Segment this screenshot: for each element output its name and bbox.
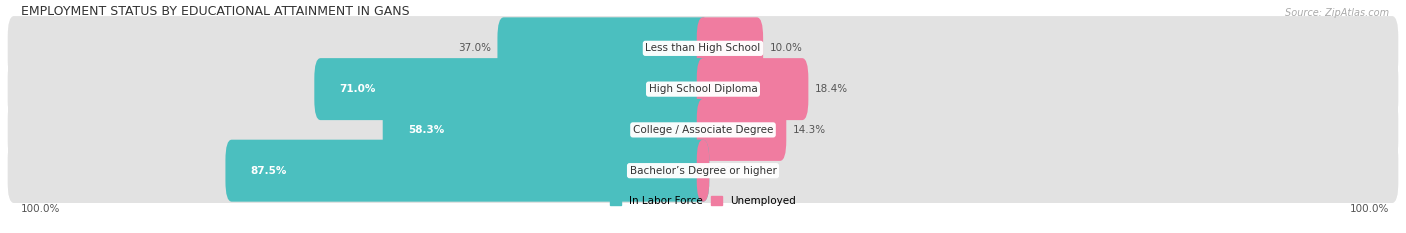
- FancyBboxPatch shape: [8, 98, 709, 162]
- Text: 100.0%: 100.0%: [21, 204, 60, 214]
- Text: 18.4%: 18.4%: [814, 84, 848, 94]
- Text: 14.3%: 14.3%: [793, 125, 825, 135]
- FancyBboxPatch shape: [498, 17, 709, 79]
- Text: 37.0%: 37.0%: [458, 43, 491, 53]
- FancyBboxPatch shape: [8, 138, 1398, 203]
- Text: College / Associate Degree: College / Associate Degree: [633, 125, 773, 135]
- FancyBboxPatch shape: [697, 58, 808, 120]
- FancyBboxPatch shape: [382, 99, 709, 161]
- Text: 0.0%: 0.0%: [716, 166, 742, 176]
- FancyBboxPatch shape: [8, 16, 709, 81]
- FancyBboxPatch shape: [697, 98, 1398, 162]
- Text: 100.0%: 100.0%: [1350, 204, 1389, 214]
- Text: EMPLOYMENT STATUS BY EDUCATIONAL ATTAINMENT IN GANS: EMPLOYMENT STATUS BY EDUCATIONAL ATTAINM…: [21, 5, 409, 18]
- Text: High School Diploma: High School Diploma: [648, 84, 758, 94]
- FancyBboxPatch shape: [225, 140, 709, 202]
- Text: Bachelor’s Degree or higher: Bachelor’s Degree or higher: [630, 166, 776, 176]
- Text: Source: ZipAtlas.com: Source: ZipAtlas.com: [1285, 8, 1389, 18]
- FancyBboxPatch shape: [697, 140, 709, 202]
- Text: Less than High School: Less than High School: [645, 43, 761, 53]
- FancyBboxPatch shape: [8, 16, 1398, 81]
- FancyBboxPatch shape: [697, 57, 1398, 121]
- Legend: In Labor Force, Unemployed: In Labor Force, Unemployed: [606, 192, 800, 210]
- FancyBboxPatch shape: [8, 57, 1398, 121]
- FancyBboxPatch shape: [697, 16, 1398, 81]
- FancyBboxPatch shape: [697, 138, 1398, 203]
- FancyBboxPatch shape: [697, 17, 763, 79]
- Text: 87.5%: 87.5%: [250, 166, 287, 176]
- FancyBboxPatch shape: [8, 57, 709, 121]
- FancyBboxPatch shape: [697, 99, 786, 161]
- FancyBboxPatch shape: [8, 98, 1398, 162]
- FancyBboxPatch shape: [8, 138, 709, 203]
- FancyBboxPatch shape: [315, 58, 709, 120]
- Text: 10.0%: 10.0%: [769, 43, 803, 53]
- Text: 71.0%: 71.0%: [339, 84, 375, 94]
- Text: 58.3%: 58.3%: [408, 125, 444, 135]
